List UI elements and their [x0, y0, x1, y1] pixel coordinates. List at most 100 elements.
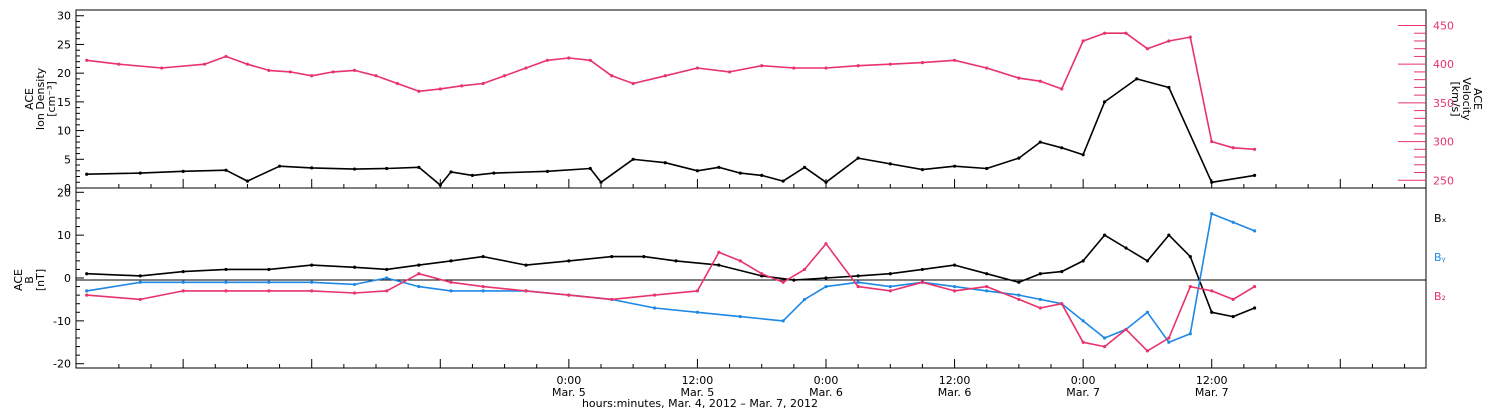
- data-point: [1135, 77, 1139, 81]
- data-point: [1167, 233, 1171, 237]
- x-tick-label-date: Mar. 7: [1066, 386, 1100, 399]
- bottom-left-tick-label: 0: [64, 272, 71, 285]
- bottom-ylabel-line3: [nT]: [34, 269, 47, 291]
- data-point: [417, 263, 421, 267]
- data-point: [385, 289, 389, 293]
- data-point: [1081, 319, 1085, 323]
- data-point: [1210, 139, 1214, 144]
- data-point: [920, 267, 925, 272]
- data-point: [760, 173, 764, 177]
- data-point: [567, 293, 571, 297]
- top-panel-frame: [75, 9, 1427, 189]
- top-right-tick-label: 350: [1433, 97, 1454, 110]
- top-right-tick-label: 450: [1433, 19, 1454, 32]
- data-point: [1038, 140, 1042, 144]
- data-point: [224, 280, 228, 284]
- data-point: [245, 179, 250, 183]
- data-point: [449, 289, 453, 293]
- data-point: [288, 70, 292, 74]
- data-point: [985, 284, 989, 289]
- data-point: [760, 272, 764, 276]
- data-point: [449, 170, 453, 174]
- top-left-tick-label: 15: [57, 96, 71, 109]
- data-point: [449, 280, 453, 284]
- series-bottom-0: [85, 233, 1257, 319]
- data-point: [674, 259, 678, 263]
- data-point: [470, 173, 475, 177]
- data-point: [85, 289, 89, 293]
- data-point: [952, 58, 957, 62]
- top-left-tick-label: 30: [57, 10, 71, 23]
- data-point: [1081, 340, 1085, 344]
- data-point: [727, 70, 732, 74]
- data-point: [1102, 233, 1107, 237]
- data-point: [524, 66, 528, 70]
- data-point: [1188, 35, 1192, 39]
- data-point: [824, 276, 828, 280]
- data-point: [695, 310, 700, 314]
- data-point: [1081, 39, 1085, 43]
- data-point: [545, 169, 550, 173]
- data-point: [952, 289, 957, 293]
- bottom-ylabel-line2: B: [23, 276, 36, 284]
- series-top-1: [85, 31, 1257, 151]
- series-bottom-1: [85, 212, 1257, 344]
- data-point: [920, 280, 925, 284]
- data-point: [792, 66, 796, 70]
- data-point: [385, 267, 389, 272]
- x-tick-label-time: 0:00: [557, 374, 582, 387]
- data-point: [524, 289, 528, 293]
- data-point: [438, 87, 442, 91]
- data-point: [1124, 246, 1128, 250]
- data-point: [310, 280, 314, 284]
- data-point: [267, 289, 271, 293]
- data-point: [224, 289, 228, 293]
- data-point: [417, 284, 421, 289]
- data-point: [85, 172, 89, 176]
- data-point: [781, 179, 785, 183]
- data-point: [138, 280, 142, 284]
- x-tick-label-time: 0:00: [1071, 374, 1096, 387]
- top-right-tick-label: 250: [1433, 174, 1454, 187]
- data-point: [738, 171, 742, 175]
- data-point: [1081, 153, 1085, 157]
- data-point: [1210, 310, 1214, 314]
- data-point: [888, 162, 892, 166]
- data-point: [567, 56, 571, 60]
- bottom-left-tick-label: -10: [53, 315, 71, 328]
- data-point: [695, 169, 700, 173]
- top-right-tick-label: 400: [1433, 58, 1454, 71]
- data-point: [588, 166, 592, 171]
- series-top-0: [85, 77, 1257, 187]
- top-left-tick-label: 20: [57, 67, 71, 80]
- legend-bz: B₂: [1434, 290, 1446, 303]
- x-tick-label-time: 12:00: [682, 374, 714, 387]
- data-point: [1145, 259, 1150, 263]
- data-point: [438, 183, 442, 187]
- data-point: [181, 289, 185, 293]
- top-left-tick-label: 10: [57, 125, 71, 138]
- x-tick-label-date: Mar. 7: [1195, 386, 1229, 399]
- top-left-ylabel-line3: [cm⁻³]: [45, 81, 58, 117]
- bottom-left-tick-label: 20: [57, 186, 71, 199]
- data-point: [717, 250, 721, 254]
- data-point: [267, 68, 271, 72]
- data-point: [695, 289, 700, 293]
- data-point: [85, 272, 89, 276]
- data-point: [695, 66, 700, 70]
- data-point: [952, 164, 957, 168]
- data-point: [1060, 87, 1064, 91]
- data-point: [1038, 297, 1042, 302]
- data-point: [85, 58, 89, 62]
- data-point: [374, 74, 378, 78]
- legend-bx: Bₓ: [1434, 212, 1447, 225]
- data-point: [824, 284, 828, 289]
- data-point: [245, 62, 250, 66]
- data-point: [888, 284, 892, 289]
- series-line: [86, 78, 1255, 186]
- data-point: [781, 319, 785, 323]
- data-point: [224, 54, 228, 59]
- data-point: [610, 74, 614, 78]
- data-point: [395, 81, 400, 86]
- data-point: [117, 62, 121, 66]
